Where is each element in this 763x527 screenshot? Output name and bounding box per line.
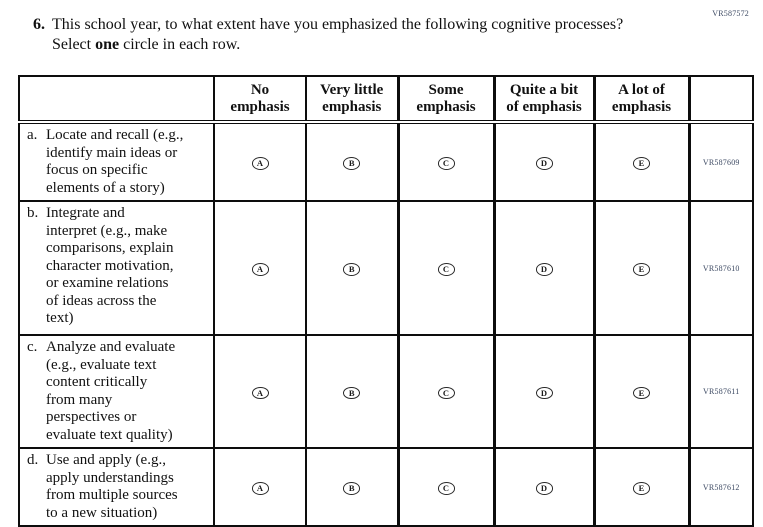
row-d-cell-no: A bbox=[213, 447, 307, 527]
row-b-option-circle-b[interactable]: B bbox=[343, 263, 361, 276]
row-d-option-circle-b[interactable]: B bbox=[343, 482, 361, 495]
row-a-label: Locate and recall (e.g., identify main i… bbox=[46, 127, 184, 196]
row-b-label-cell: b. Integrate and interpret (e.g., make c… bbox=[18, 200, 215, 336]
row-b-cell-a-lot: E bbox=[592, 200, 690, 336]
row-d-cell-very-little: B bbox=[305, 447, 399, 527]
table-row-c: c. Analyze and evaluate (e.g., evaluate … bbox=[18, 334, 754, 449]
row-d-label: Use and apply (e.g., apply understanding… bbox=[46, 452, 178, 521]
column-header-very-little-emphasis: Very little emphasis bbox=[305, 75, 399, 124]
question-text-after: circle in each row. bbox=[123, 36, 241, 53]
row-d-option-circle-d[interactable]: D bbox=[535, 482, 553, 495]
row-b-letter: b. bbox=[27, 205, 39, 221]
row-b-cell-quite-a-bit: D bbox=[492, 200, 595, 336]
row-c-letter: c. bbox=[27, 339, 38, 355]
question-bold-word: one bbox=[95, 36, 120, 53]
row-b-cell-no: A bbox=[213, 200, 307, 336]
column-header-a-lot-of-emphasis: A lot of emphasis bbox=[592, 75, 690, 124]
row-c-option-circle-e[interactable]: E bbox=[633, 386, 650, 399]
row-c-option-circle-a[interactable]: A bbox=[251, 386, 269, 399]
code-column-header bbox=[687, 75, 754, 124]
row-a-cell-a-lot: E bbox=[592, 121, 690, 202]
row-b-cell-very-little: B bbox=[305, 200, 399, 336]
row-a-option-circle-e[interactable]: E bbox=[633, 157, 650, 170]
row-c-label-cell: c. Analyze and evaluate (e.g., evaluate … bbox=[18, 334, 215, 449]
row-a-code: VR587609 bbox=[687, 121, 754, 202]
row-d-option-circle-e[interactable]: E bbox=[633, 482, 650, 495]
row-d-option-circle-a[interactable]: A bbox=[251, 482, 269, 495]
column-header-quite-a-bit-of-emphasis: Quite a bit of emphasis bbox=[492, 75, 595, 124]
table-row-a: a. Locate and recall (e.g., identify mai… bbox=[18, 121, 754, 202]
question-text-before: This school year, to what extent have yo… bbox=[52, 16, 624, 53]
row-c-code: VR587611 bbox=[687, 334, 754, 449]
table-row-d: d. Use and apply (e.g., apply understand… bbox=[18, 447, 754, 527]
row-b-label: Integrate and interpret (e.g., make comp… bbox=[46, 205, 174, 326]
row-d-cell-quite-a-bit: D bbox=[492, 447, 595, 527]
row-c-label: Analyze and evaluate (e.g., evaluate tex… bbox=[46, 339, 176, 443]
column-header-no-emphasis: No emphasis bbox=[213, 75, 307, 124]
row-b-option-circle-e[interactable]: E bbox=[633, 263, 650, 276]
row-d-label-cell: d. Use and apply (e.g., apply understand… bbox=[18, 447, 215, 527]
emphasis-matrix-table: No emphasis Very little emphasis Some em… bbox=[18, 75, 754, 527]
row-c-option-circle-b[interactable]: B bbox=[343, 386, 361, 399]
row-a-option-circle-d[interactable]: D bbox=[535, 157, 553, 170]
page-code: VR587572 bbox=[712, 9, 749, 18]
row-c-cell-very-little: B bbox=[305, 334, 399, 449]
row-a-option-circle-c[interactable]: C bbox=[437, 157, 455, 170]
column-header-some-emphasis: Some emphasis bbox=[396, 75, 495, 124]
table-row-b: b. Integrate and interpret (e.g., make c… bbox=[18, 200, 754, 336]
question-number: 6. bbox=[33, 16, 45, 33]
row-a-cell-very-little: B bbox=[305, 121, 399, 202]
row-b-option-circle-c[interactable]: C bbox=[437, 263, 455, 276]
corner-cell bbox=[18, 75, 215, 124]
row-d-option-circle-c[interactable]: C bbox=[437, 482, 455, 495]
row-c-cell-quite-a-bit: D bbox=[492, 334, 595, 449]
row-d-cell-some: C bbox=[396, 447, 495, 527]
row-b-cell-some: C bbox=[396, 200, 495, 336]
row-d-cell-a-lot: E bbox=[592, 447, 690, 527]
row-c-cell-some: C bbox=[396, 334, 495, 449]
row-c-cell-a-lot: E bbox=[592, 334, 690, 449]
row-a-label-cell: a. Locate and recall (e.g., identify mai… bbox=[18, 121, 215, 202]
row-b-option-circle-d[interactable]: D bbox=[535, 263, 553, 276]
row-c-cell-no: A bbox=[213, 334, 307, 449]
row-a-cell-some: C bbox=[396, 121, 495, 202]
row-d-code: VR587612 bbox=[687, 447, 754, 527]
header-row: No emphasis Very little emphasis Some em… bbox=[18, 75, 754, 124]
question-block: 6. This school year, to what extent have… bbox=[33, 15, 633, 55]
row-a-letter: a. bbox=[27, 127, 38, 143]
row-a-option-circle-a[interactable]: A bbox=[251, 157, 269, 170]
row-d-letter: d. bbox=[27, 452, 39, 468]
row-a-option-circle-b[interactable]: B bbox=[343, 157, 361, 170]
row-a-cell-no: A bbox=[213, 121, 307, 202]
row-a-cell-quite-a-bit: D bbox=[492, 121, 595, 202]
question-text: This school year, to what extent have yo… bbox=[52, 15, 627, 55]
row-c-option-circle-d[interactable]: D bbox=[535, 386, 553, 399]
row-c-option-circle-c[interactable]: C bbox=[437, 386, 455, 399]
row-b-code: VR587610 bbox=[687, 200, 754, 336]
row-b-option-circle-a[interactable]: A bbox=[251, 263, 269, 276]
